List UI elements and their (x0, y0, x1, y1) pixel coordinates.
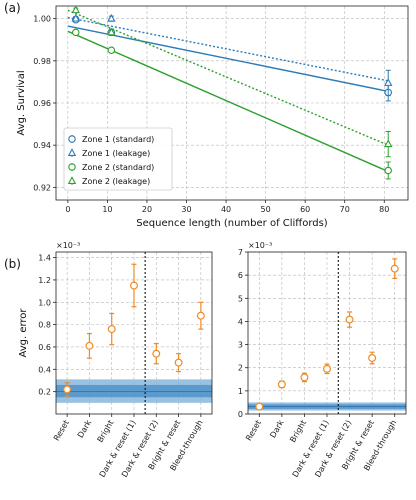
y-tick-label: 0.6 (38, 343, 51, 352)
data-point (368, 353, 377, 362)
data-point (277, 380, 286, 389)
y-tick-label: 0.94 (33, 141, 51, 150)
x-tick-label: Reset (244, 419, 263, 443)
panel-a-label: (a) (4, 1, 21, 15)
x-tick-label: 80 (379, 205, 389, 214)
data-point (174, 358, 183, 367)
data-point (71, 13, 81, 22)
legend-label: Zone 2 (standard) (82, 163, 154, 172)
data-point (107, 27, 116, 36)
data-point (130, 281, 139, 290)
y-tick-label: 3 (238, 341, 243, 350)
x-tick-label: 50 (261, 205, 271, 214)
fit-line (67, 30, 389, 173)
y-tick-label: 5 (238, 294, 243, 303)
y-tick-label: 1.0 (38, 298, 51, 307)
data-point (345, 315, 354, 324)
x-tick-label: Dark (268, 418, 285, 439)
data-point (390, 264, 399, 273)
x-tick-label: Reset (52, 419, 71, 443)
y-axis-label: Avg. Survival (16, 70, 27, 135)
data-point (383, 139, 393, 148)
data-point (196, 311, 205, 320)
data-point (107, 325, 116, 334)
x-tick-label: Bright (288, 419, 308, 445)
data-point (71, 5, 81, 14)
x-tick-label: 0 (65, 205, 70, 214)
x-tick-label: Bright (96, 419, 116, 445)
y-tick-label: 1.00 (33, 15, 51, 24)
data-point (85, 341, 94, 350)
legend-marker (67, 176, 77, 184)
x-tick-label: 70 (340, 205, 350, 214)
data-point (383, 78, 393, 86)
legend-label: Zone 1 (leakage) (82, 149, 150, 158)
y-axis-label: Avg. error (18, 308, 29, 358)
y-tick-label: 0 (238, 410, 243, 419)
legend-label: Zone 1 (standard) (82, 135, 154, 144)
plot-frame (55, 5, 409, 201)
y-tick-label: 4 (238, 317, 243, 326)
fit-line (67, 25, 389, 93)
fit-line (67, 16, 389, 82)
y-tick-label: 1 (238, 387, 243, 396)
panel-b-label: (b) (4, 257, 21, 271)
y-tick-label: 0.8 (38, 321, 51, 330)
y-tick-label: 0.96 (33, 99, 51, 108)
data-point (107, 46, 116, 55)
y-tick-label: 6 (238, 271, 243, 280)
y-exponent-label: ×10⁻³ (56, 241, 80, 250)
x-tick-label: 10 (102, 205, 112, 214)
legend-label: Zone 2 (leakage) (82, 177, 150, 186)
y-exponent-label: ×10⁻³ (248, 241, 272, 250)
y-tick-label: 2 (238, 364, 243, 373)
x-tick-label: 30 (181, 205, 191, 214)
data-point (323, 364, 332, 373)
y-tick-label: 0.2 (38, 388, 51, 397)
x-tick-label: Dark (76, 418, 93, 439)
legend-marker (68, 163, 76, 171)
y-tick-label: 0.98 (33, 57, 51, 66)
y-tick-label: 0.4 (38, 365, 51, 374)
data-point (72, 28, 80, 37)
data-point (255, 402, 264, 411)
y-tick-label: 1.4 (38, 254, 51, 263)
x-tick-label: 60 (300, 205, 310, 214)
data-point (63, 385, 72, 394)
legend-box (63, 127, 173, 191)
fit-line (67, 9, 389, 146)
y-tick-label: 7 (238, 248, 243, 257)
x-tick-label: 40 (221, 205, 231, 214)
legend-marker (67, 148, 77, 156)
data-point (107, 13, 116, 22)
data-point (384, 166, 392, 175)
legend-marker (68, 135, 76, 143)
reference-band-inner (56, 384, 212, 398)
x-axis-label: Sequence length (number of Cliffords) (136, 218, 328, 229)
x-tick-label: 20 (142, 205, 152, 214)
y-tick-label: 1.2 (38, 276, 51, 285)
data-point (152, 349, 161, 358)
data-point (300, 373, 309, 382)
y-tick-label: 0.92 (33, 183, 51, 192)
